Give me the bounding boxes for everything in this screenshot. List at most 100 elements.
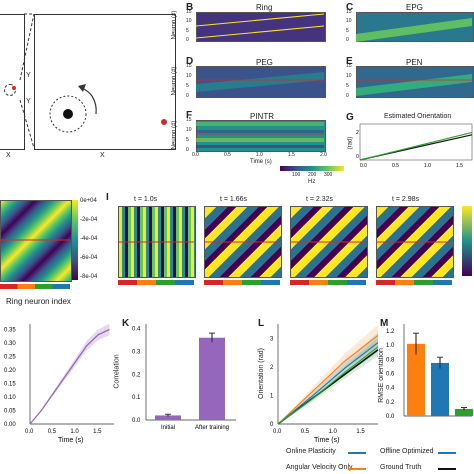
panel-d-ylabel: Neuron (#) [171, 66, 178, 96]
heatmap-h [0, 200, 72, 282]
chart-j-ytick: 0.20 [4, 368, 16, 374]
chart-m-ytick: 1.2 [386, 329, 395, 335]
panel-i-redline [118, 241, 194, 243]
legend-label: Angular Velocity Only [286, 464, 353, 471]
chart-k-category: Initial [161, 425, 175, 431]
target-dot [161, 119, 167, 125]
chart-m-ytick: 0.4 [386, 386, 395, 392]
panel-b-ylabel: Neuron (#) [171, 10, 178, 40]
arena-left-agent [4, 84, 16, 96]
panel-e-ytick: 0 [346, 93, 349, 99]
chart-j-ytick: 0.30 [4, 341, 16, 347]
colorbar-h [72, 200, 78, 280]
panel-i-time-label: t = 2.98s [392, 196, 420, 203]
panel-d-ytick: 10 [186, 73, 192, 79]
chart-m-bar [431, 362, 449, 416]
chart-m-ytick: 0.8 [386, 357, 395, 363]
chart-l-xlabel: Time (s) [314, 437, 339, 444]
panel-letter-d: D [186, 56, 194, 67]
colorbar-h-tick: -8e-04 [80, 274, 98, 280]
chart-j-xlabel: Time (s) [58, 437, 83, 444]
arena-left-xlabel: X [6, 152, 11, 159]
rotation-arrow [81, 87, 97, 115]
panel-f-xlabel: Time (s) [250, 159, 272, 165]
chart-j-ytick: 0.15 [4, 381, 16, 387]
chart-g-frame [359, 123, 473, 161]
panel-letter-l: L [258, 318, 265, 329]
panel-i-colorstrip [204, 280, 280, 285]
pintr-stripes [196, 122, 324, 148]
panel-c-ytick: 0 [346, 37, 349, 43]
chart-k-ytick: 0.3 [132, 349, 141, 355]
chart-l-band [278, 332, 378, 424]
colorbar-f-tick-2: 200 [308, 172, 317, 178]
chart-g-xtick: 0.0 [360, 163, 367, 169]
panel-letter-b: B [186, 2, 194, 13]
colorbar-h-tick: -2e-04 [80, 217, 98, 223]
arena-left-dot [12, 86, 16, 90]
chart-j-xtick: 0.5 [48, 429, 57, 435]
legend-label: Offline Optimized [380, 448, 434, 455]
panel-f-xtick: 0.0 [192, 152, 199, 158]
pen-band [356, 74, 472, 96]
chart-l-ytick: 0 [270, 422, 274, 428]
panel-l-ylabel: Orientation (rad) [257, 348, 265, 399]
chart-g-ytick: 0 [356, 154, 359, 160]
panel-letter-c: C [346, 2, 354, 13]
chart-g-series-line [359, 131, 473, 161]
panel-f-xtick: 2.0 [320, 152, 327, 158]
chart-j-ytick: 0.25 [4, 354, 16, 360]
panel-letter-k: K [122, 318, 130, 329]
agent-range [49, 95, 87, 133]
chart-m-ytick: 0.6 [386, 372, 395, 378]
chart-j-line [29, 328, 110, 425]
arena-zoom [34, 14, 176, 150]
colorbar-h-tick: 0e+04 [80, 198, 97, 204]
colorbar-f-tick-1: 100 [292, 172, 301, 178]
legend-swatch [348, 468, 366, 470]
epg-band [356, 18, 472, 42]
panel-b-ytick: 10 [186, 18, 192, 25]
panel-letter-m: M [380, 318, 389, 329]
chart-j-ytick: 0.35 [4, 327, 16, 333]
chart-m: 1.2 1.0 0.8 0.6 0.4 0.2 0.0 [386, 324, 473, 420]
chart-l-band [278, 324, 378, 424]
heatmap-h-xlabel: Ring neuron index [6, 297, 71, 306]
arena-left-ymark-1: Y [26, 72, 31, 79]
chart-j-ytick: 0.10 [4, 395, 16, 401]
panel-letter-f: F [186, 110, 193, 121]
chart-l-series-line [277, 346, 379, 425]
chart-k-bar [199, 337, 225, 420]
panel-k-ylabel: Correlation [113, 354, 121, 389]
colorbar-f-tick-3: 300 [324, 172, 333, 178]
panel-i-redline [290, 241, 366, 243]
chart-g-xtick: 0.5 [392, 163, 399, 169]
heatmap-h-colorstrip [0, 284, 70, 289]
chart-k-category: After training [195, 425, 229, 431]
panel-b-ytick: 0 [186, 37, 189, 43]
chart-l-series-line [277, 342, 379, 425]
rotation-arrowhead [78, 84, 86, 92]
chart-l: 3 2 1 00.0 0.5 1.0 1.5 Time (s) [270, 324, 379, 444]
panel-d-title: PEG [256, 58, 273, 67]
chart-m-ytick: 0.0 [386, 414, 395, 420]
chart-k-ytick: 0.4 [132, 327, 141, 333]
chart-j-ytick: 0.00 [4, 422, 16, 428]
panel-f-ytick: 10 [186, 127, 192, 133]
panel-i-colorstrip [290, 280, 366, 285]
chart-l-xtick: 1.5 [356, 429, 365, 435]
arena-zoom-drawing [49, 84, 167, 133]
panel-e-ytick: 10 [346, 73, 352, 79]
agent-body [63, 109, 73, 119]
chart-j-xtick: 1.5 [93, 429, 102, 435]
panel-letter-g: G [346, 112, 354, 123]
panel-d-ytick: 0 [186, 93, 189, 99]
chart-k-bar [155, 415, 181, 420]
heatmap-ring [196, 12, 326, 42]
chart-l-band [278, 337, 378, 424]
panel-i-redline [376, 241, 452, 243]
panel-i-colorbar [462, 206, 472, 276]
panel-c-ytick: 5 [346, 27, 349, 34]
panel-i-colorstrip [376, 280, 452, 285]
